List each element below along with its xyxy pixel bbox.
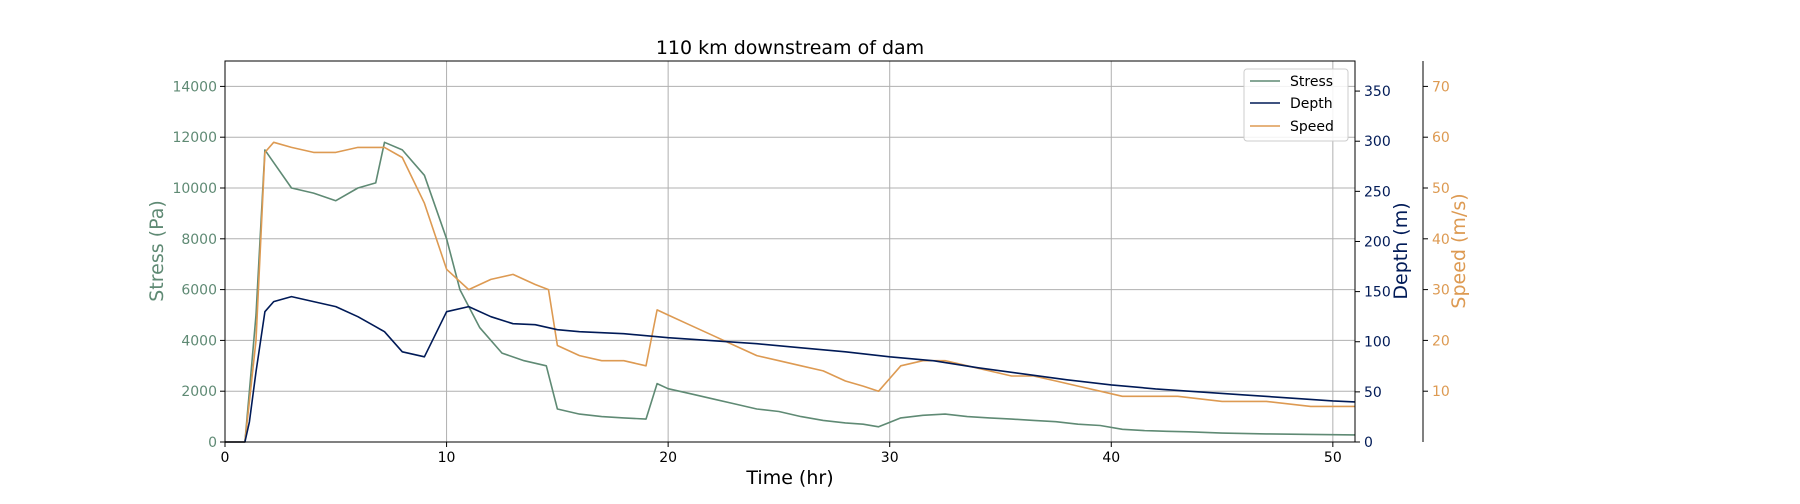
chart-title: 110 km downstream of dam xyxy=(656,37,924,59)
series-line-depth xyxy=(225,295,1356,443)
grid xyxy=(224,61,1355,443)
speed-tick-label: 20 xyxy=(1432,333,1450,349)
speed-tick-label: 40 xyxy=(1432,232,1450,248)
depth-tick-label: 50 xyxy=(1364,385,1382,401)
axes: 0 10 20 30 40 5002000400060008000100001200014… xyxy=(172,61,1450,466)
x-tick-label: 20 xyxy=(659,450,677,466)
speed-tick-label: 10 xyxy=(1432,384,1450,400)
y-axis-label-depth: Depth (m) xyxy=(1390,202,1412,299)
depth-tick-label: 250 xyxy=(1364,184,1391,200)
x-tick-label: 40 xyxy=(1102,450,1120,466)
speed-tick-label: 70 xyxy=(1432,79,1450,95)
speed-tick-label: 50 xyxy=(1432,181,1450,197)
stress-tick-label: 6000 xyxy=(181,283,217,299)
stress-tick-label: 2000 xyxy=(181,384,217,400)
series-line-speed xyxy=(225,141,1355,443)
depth-tick-label: 100 xyxy=(1364,335,1391,351)
speed-tick-label: 30 xyxy=(1432,283,1450,299)
stress-tick-label: 4000 xyxy=(181,333,217,349)
stress-tick-label: 12000 xyxy=(172,130,217,146)
depth-tick-label: 200 xyxy=(1364,234,1391,250)
depth-tick-label: 350 xyxy=(1364,84,1391,100)
depth-tick-label: 150 xyxy=(1364,285,1391,301)
x-axis-label: Time (hr) xyxy=(745,467,833,489)
stress-tick-label: 0 xyxy=(208,435,217,451)
x-tick-label: 10 xyxy=(438,450,456,466)
legend: Stress Depth Speed xyxy=(1243,68,1349,142)
depth-tick-label: 0 xyxy=(1364,435,1373,451)
stress-tick-label: 10000 xyxy=(172,181,217,197)
depth-tick-label: 300 xyxy=(1364,134,1391,150)
legend-label-depth: Depth xyxy=(1290,96,1333,112)
x-tick-label: 30 xyxy=(881,450,899,466)
legend-label-stress: Stress xyxy=(1290,74,1333,90)
y-axis-label-speed: Speed (m/s) xyxy=(1448,193,1470,308)
plot-frame xyxy=(224,60,1356,443)
x-tick-label: 50 xyxy=(1324,450,1342,466)
stress-tick-label: 14000 xyxy=(172,79,217,95)
legend-box xyxy=(1243,68,1349,142)
series-line-stress xyxy=(225,141,1356,443)
y-axis-label-stress: Stress (Pa) xyxy=(146,200,168,302)
series-layer xyxy=(225,141,1356,443)
speed-tick-label: 60 xyxy=(1432,130,1450,146)
x-tick-label: 0 xyxy=(221,450,230,466)
legend-label-speed: Speed xyxy=(1290,119,1334,135)
stress-tick-label: 8000 xyxy=(181,232,217,248)
